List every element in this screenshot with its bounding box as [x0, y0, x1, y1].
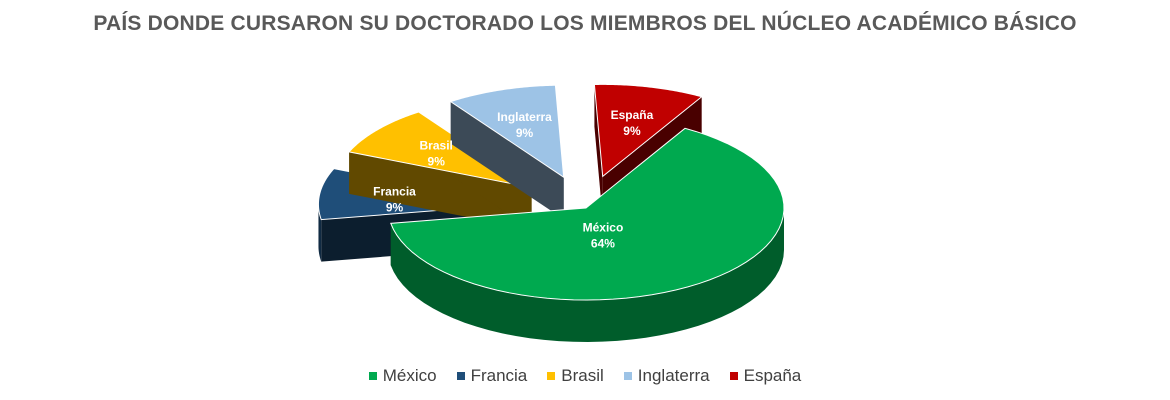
- pie-slice-inglaterra: [449, 84, 565, 220]
- legend-swatch: [729, 372, 738, 380]
- legend-item: Francia: [456, 366, 528, 386]
- chart-title: PAÍS DONDE CURSARON SU DOCTORADO LOS MIE…: [93, 12, 1077, 35]
- data-label-value: 64%: [591, 236, 615, 250]
- data-label-value: 9%: [516, 126, 534, 140]
- pie-slice-brasil: [348, 111, 532, 230]
- data-label-value: 9%: [623, 124, 641, 138]
- pie-slice-méxico: [390, 127, 785, 342]
- legend-label: Francia: [470, 366, 528, 385]
- chart-legend: México Francia Brasil Inglaterra España: [0, 366, 1170, 386]
- data-label-category: México: [583, 220, 624, 234]
- legend-item: Inglaterra: [623, 366, 710, 386]
- data-label-value: 9%: [428, 155, 446, 169]
- data-label-category: España: [611, 108, 654, 122]
- legend-swatch: [456, 372, 465, 380]
- legend-item: México: [368, 366, 437, 386]
- slice-top: [348, 111, 532, 189]
- legend-item: Brasil: [547, 366, 604, 386]
- data-label-category: Francia: [373, 185, 416, 199]
- legend-label: Brasil: [561, 366, 604, 385]
- slice-top: [449, 84, 565, 179]
- data-label-category: Inglaterra: [497, 110, 552, 124]
- legend-item: España: [729, 366, 802, 386]
- legend-swatch: [623, 372, 632, 380]
- legend-label: México: [382, 366, 437, 385]
- data-label-value: 9%: [386, 201, 404, 215]
- legend-label: Inglaterra: [637, 366, 710, 385]
- slice-top: [390, 127, 785, 301]
- slice-top: [593, 83, 703, 178]
- slice-wall: [349, 151, 532, 230]
- legend-swatch: [368, 372, 377, 380]
- slice-rim: [390, 208, 784, 342]
- slice-wall: [450, 101, 564, 220]
- data-label-category: Brasil: [420, 139, 453, 153]
- slice-wall: [594, 84, 603, 219]
- legend-label: España: [743, 366, 802, 385]
- legend-swatch: [547, 372, 556, 380]
